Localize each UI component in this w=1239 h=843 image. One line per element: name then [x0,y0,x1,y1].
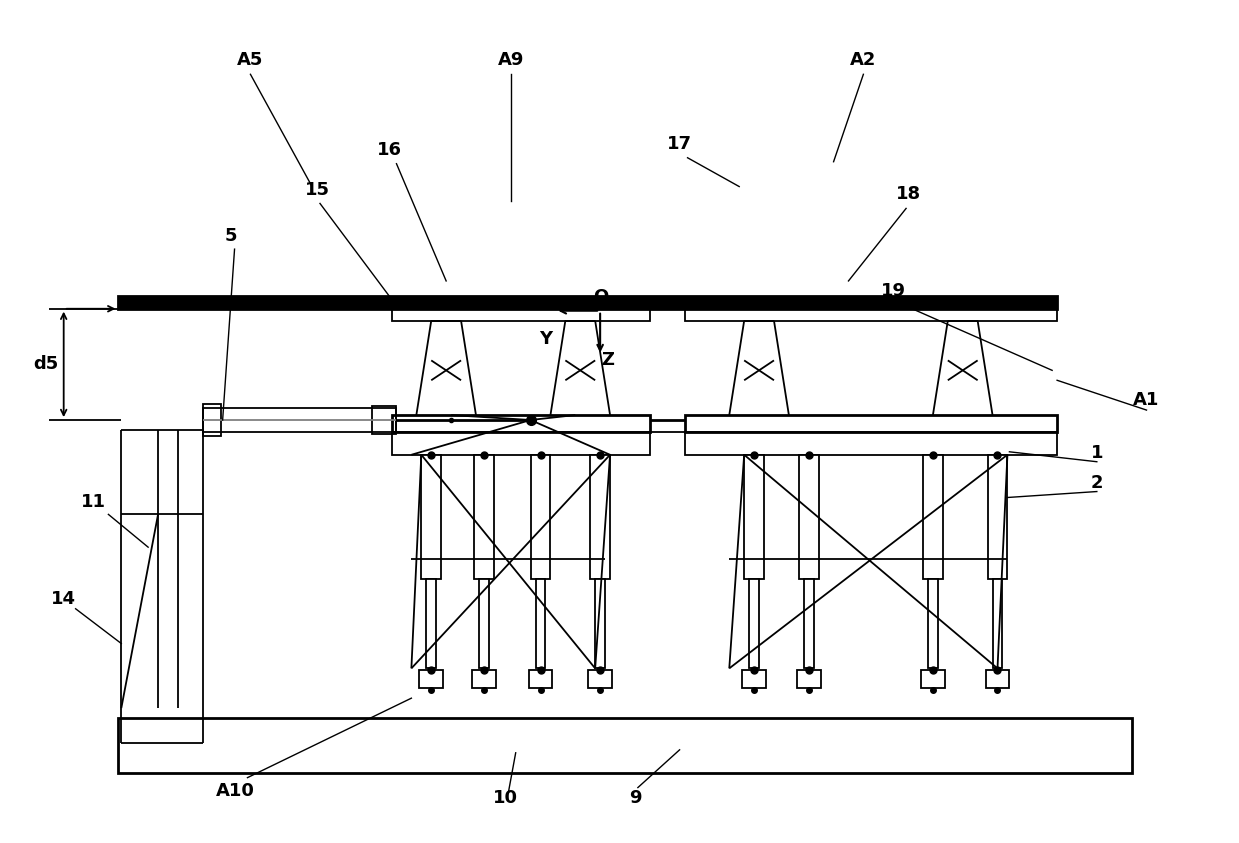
Text: A10: A10 [216,781,255,799]
Text: A5: A5 [237,51,264,69]
Bar [928,579,938,668]
Bar [987,454,1007,579]
Bar [742,670,766,688]
Text: d5: d5 [33,356,58,373]
Text: A1: A1 [1134,391,1160,409]
Bar [372,406,396,434]
Bar [685,432,1057,454]
Text: 15: 15 [305,180,330,199]
Bar [203,404,221,436]
Bar [589,670,612,688]
Text: A9: A9 [498,51,524,69]
Bar [392,306,649,320]
Bar [921,670,945,688]
Bar [203,408,396,432]
Bar [119,718,1131,773]
Bar [535,579,545,668]
Bar [472,670,496,688]
Text: 16: 16 [377,141,401,158]
Text: Z: Z [602,352,615,369]
Bar [479,579,489,668]
Text: 19: 19 [881,282,906,300]
Bar [392,415,649,432]
Bar [421,454,441,579]
Bar [992,579,1002,668]
Bar [797,670,820,688]
Bar [475,454,494,579]
Bar [799,454,819,579]
Bar [529,670,553,688]
Bar [392,432,649,454]
Bar [119,296,1057,309]
Bar [419,670,444,688]
Text: 17: 17 [667,135,693,153]
Bar [985,670,1010,688]
Bar [804,579,814,668]
Bar [685,306,1057,320]
Bar [745,454,764,579]
Text: 2: 2 [1090,474,1103,491]
Text: 10: 10 [493,788,518,807]
Text: 9: 9 [628,788,641,807]
Bar [750,579,760,668]
Text: 11: 11 [81,493,107,512]
Text: 5: 5 [224,228,237,245]
Bar [923,454,943,579]
Text: A2: A2 [850,51,876,69]
Text: Y: Y [539,330,553,347]
Bar [685,415,1057,432]
Text: 1: 1 [1090,443,1103,462]
Bar [426,579,436,668]
Bar [530,454,550,579]
Bar [590,454,610,579]
Text: 18: 18 [896,185,921,202]
Text: O: O [593,287,608,306]
Text: 14: 14 [51,590,76,608]
Bar [595,579,605,668]
